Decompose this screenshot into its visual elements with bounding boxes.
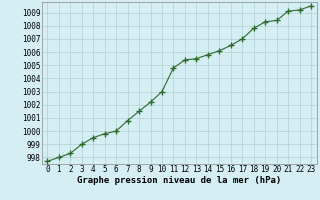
X-axis label: Graphe pression niveau de la mer (hPa): Graphe pression niveau de la mer (hPa) [77,176,281,185]
